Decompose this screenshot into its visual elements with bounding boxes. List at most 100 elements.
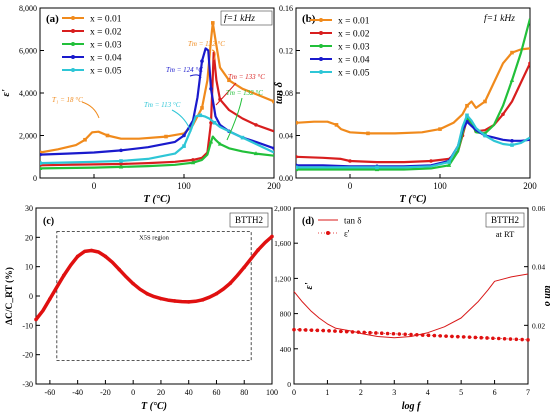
annotation-arrow [171, 109, 192, 133]
series-marker [509, 77, 515, 82]
x-tick-label: 2 [359, 388, 363, 397]
series-marker [526, 338, 530, 342]
legend-marker [319, 57, 323, 61]
series-marker [415, 333, 419, 337]
series-marker [103, 254, 108, 259]
annotation-label: Tm = 132 °C [188, 40, 225, 48]
x-tick-label: 0 [92, 181, 97, 191]
x-tick-label: 7 [526, 388, 530, 397]
annotation-label: Tm = 113 °C [144, 101, 181, 109]
y-axis-title-left: ε' [304, 282, 315, 289]
series-marker [432, 333, 437, 338]
series-line-x003 [40, 135, 274, 170]
series-marker [461, 335, 466, 339]
y-tick-label-right: 0.02 [532, 321, 545, 330]
y-tick-label: 0.12 [279, 47, 293, 56]
y-tick-label-right: 0.04 [532, 263, 545, 272]
annotation-arrow [81, 101, 100, 119]
y-tick-label: -10 [22, 321, 33, 330]
series-marker [379, 331, 384, 336]
series-marker [89, 248, 94, 253]
legend-label: x = 0.02 [338, 30, 370, 40]
series-group [296, 18, 530, 172]
series-marker [212, 120, 217, 125]
y-tick-label: 0.08 [279, 89, 293, 98]
x5s-region-box [56, 231, 252, 361]
legend-label: tan δ [344, 216, 362, 226]
y-axis-title-right: tan δ [542, 286, 550, 307]
series-marker [48, 297, 52, 301]
series-marker [510, 139, 514, 143]
series-marker [34, 317, 38, 322]
y-tick-label: -20 [22, 351, 33, 360]
y-tick-label: 0.16 [279, 4, 293, 13]
legend-marker [71, 42, 75, 46]
y-tick-label: 2,000 [274, 204, 291, 213]
legend-marker [71, 16, 75, 20]
y-tick-label: 10 [25, 263, 33, 272]
series-marker [182, 133, 186, 138]
y-tick-label: 8,000 [19, 4, 37, 13]
legend-label: x = 0.03 [338, 43, 370, 53]
series-marker [83, 137, 87, 142]
series-group [40, 21, 274, 171]
plot-frame-d [293, 207, 529, 385]
series-marker [292, 327, 296, 332]
series-marker [208, 139, 214, 144]
y-tick-label: -30 [22, 380, 33, 389]
y-tick-label: 0 [287, 380, 291, 389]
annotation-arrow [189, 74, 202, 79]
y-tick-label: 20 [25, 233, 33, 242]
series-marker [105, 133, 110, 138]
series-marker [200, 59, 204, 63]
y-tick-label: 0.00 [279, 174, 293, 183]
series-marker [119, 159, 123, 163]
series-marker [296, 120, 298, 125]
series-line-x001 [40, 21, 274, 154]
series-marker [350, 330, 355, 334]
x-tick-label: 200 [523, 181, 537, 191]
legend-marker [326, 231, 330, 235]
series-marker [465, 103, 469, 108]
y-tick-label: 0.04 [279, 132, 293, 141]
series-marker [211, 21, 215, 25]
series-marker [485, 336, 489, 340]
annotation-label: Tm = 132 °C [226, 89, 263, 97]
legend-marker [319, 31, 323, 35]
panel-label: (a) [46, 13, 59, 25]
x-axis-title: T (°C) [399, 194, 426, 205]
series-marker [40, 150, 42, 155]
annotation-arrow [226, 97, 243, 141]
series-marker [420, 333, 425, 337]
series-marker [496, 336, 501, 341]
x-tick-label: 3 [392, 388, 396, 397]
series-marker [366, 131, 370, 136]
series-marker [40, 166, 43, 171]
x-tick-label: 20 [157, 388, 165, 397]
x-tick-label: 200 [267, 181, 281, 191]
series-marker [272, 146, 274, 151]
region-label: X5S region [139, 234, 170, 241]
legend-label: x = 0.02 [90, 28, 122, 38]
series-marker [61, 273, 66, 278]
series-marker [119, 162, 123, 166]
series-marker [502, 336, 507, 341]
series-marker [510, 50, 514, 55]
x-tick-label: 100 [177, 181, 191, 191]
series-marker [209, 86, 213, 91]
panel-d: 0 1 2 3 4 5 6 7 0 400 800 1,200 1,600 2,000 0.02 0.04 0.… [274, 204, 550, 412]
series-marker [362, 330, 367, 335]
legend-label: x = 0.05 [90, 67, 122, 77]
annotation-arrow [211, 49, 216, 61]
series-marker [40, 161, 42, 165]
series-marker [298, 327, 302, 332]
legend-label: x = 0.03 [90, 41, 122, 51]
series-marker [198, 113, 202, 118]
x-tick-label: 6 [493, 388, 497, 397]
y-tick-label: 6,000 [19, 47, 37, 56]
series-marker [528, 61, 530, 66]
series-marker [465, 113, 469, 118]
panel-label: (b) [302, 13, 316, 25]
panel-a: 0 100 200 0 2,000 4,000 6,000 8,000 (a) f=1 kHz T … [1, 4, 281, 205]
